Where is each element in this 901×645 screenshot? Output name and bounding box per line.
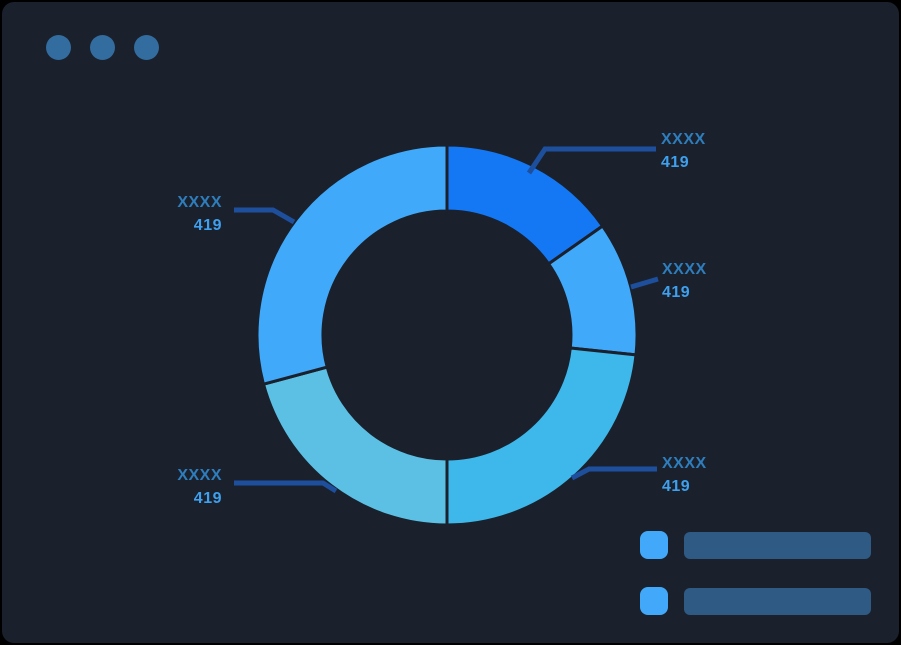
legend-item[interactable]: [640, 531, 871, 559]
callout-bottom-right: XXXX 419: [662, 452, 707, 498]
callout-value: 419: [662, 478, 691, 495]
legend-label-bar: [684, 531, 871, 559]
callout-line-top-left: [234, 207, 296, 225]
callout-top-left: XXXX 419: [177, 191, 222, 237]
legend: [640, 531, 871, 643]
callout-value: 419: [662, 284, 691, 301]
callout-label: XXXX: [177, 194, 222, 211]
donut-segment-5[interactable]: [255, 143, 449, 387]
legend-label-bar: [684, 587, 871, 615]
window-control-dot[interactable]: [46, 35, 71, 60]
callout-label: XXXX: [661, 131, 706, 148]
legend-swatch: [640, 587, 668, 615]
callout-value: 419: [661, 154, 690, 171]
callout-right: XXXX 419: [662, 258, 707, 304]
callout-label: XXXX: [662, 261, 707, 278]
callout-line-bottom-left: [234, 480, 338, 494]
callout-label: XXXX: [662, 455, 707, 472]
legend-item[interactable]: [640, 587, 871, 615]
callout-label: XXXX: [177, 467, 222, 484]
callout-line-bottom-right: [570, 466, 657, 481]
callout-value: 419: [193, 490, 222, 507]
callout-value: 419: [193, 217, 222, 234]
window-control-dot[interactable]: [90, 35, 115, 60]
legend-swatch: [640, 531, 668, 559]
donut-segment-3[interactable]: [445, 346, 638, 527]
callout-bottom-left: XXXX 419: [177, 464, 222, 510]
donut-segment-4[interactable]: [261, 365, 449, 527]
window-controls: [46, 35, 159, 60]
callout-top-right: XXXX 419: [661, 128, 706, 174]
callout-line-right: [630, 276, 659, 290]
window-control-dot[interactable]: [134, 35, 159, 60]
callout-line-top-right: [526, 146, 656, 175]
